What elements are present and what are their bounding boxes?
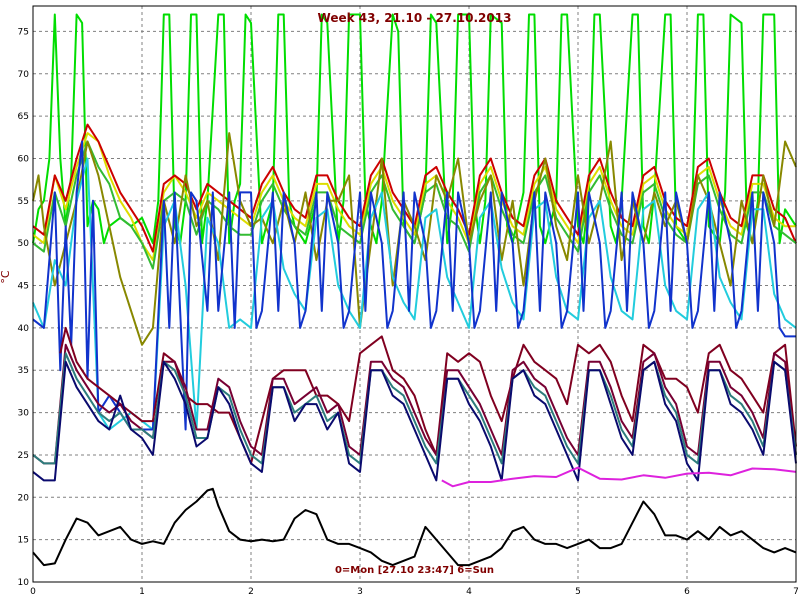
plot-frame [32, 5, 797, 583]
x-tick-label: 4 [466, 587, 472, 597]
x-tick-label: 3 [357, 587, 363, 597]
series-lines [32, 13, 797, 567]
y-tick-labels: 10 15 20 25 30 35 40 45 50 55 60 65 70 75 [18, 27, 30, 588]
series-line-13 [32, 487, 797, 567]
x-tick-label: 1 [139, 587, 145, 597]
y-tick-label: 25 [18, 451, 29, 461]
series-line-12 [441, 466, 797, 488]
y-tick-label: 55 [18, 197, 29, 207]
series-line-8 [59, 326, 797, 465]
x-tick-label: 2 [248, 587, 254, 597]
y-tick-label: 70 [18, 70, 30, 80]
y-tick-label: 35 [18, 366, 29, 376]
y-tick-label: 15 [18, 536, 29, 546]
y-tick-label: 65 [18, 112, 29, 122]
y-tick-label: 20 [18, 493, 30, 503]
y-tick-label: 60 [18, 154, 30, 164]
y-tick-label: 50 [18, 239, 30, 249]
series-line-7 [32, 140, 796, 431]
y-tick-label: 45 [18, 282, 29, 292]
x-tick-label: 5 [575, 587, 581, 597]
series-line-2 [32, 132, 796, 262]
x-tick-label: 6 [684, 587, 690, 597]
x-tick-label: 7 [793, 587, 799, 597]
y-tick-label: 10 [18, 578, 30, 588]
y-tick-label: 75 [18, 27, 29, 37]
x-tick-labels: 0 1 2 3 4 5 6 7 [30, 587, 799, 597]
y-tick-label: 40 [18, 324, 30, 334]
y-axis-label: °C [0, 270, 12, 284]
series-line-4 [32, 140, 797, 270]
series-line-11 [32, 360, 797, 482]
x-tick-label: 0 [30, 587, 36, 597]
chart-title: Week 43, 21.10 - 27.10.2013 [318, 11, 512, 25]
y-tick-label: 30 [18, 409, 30, 419]
chart-footer-note: 0=Mon [27.10 23:47] 6=Sun [335, 565, 494, 576]
